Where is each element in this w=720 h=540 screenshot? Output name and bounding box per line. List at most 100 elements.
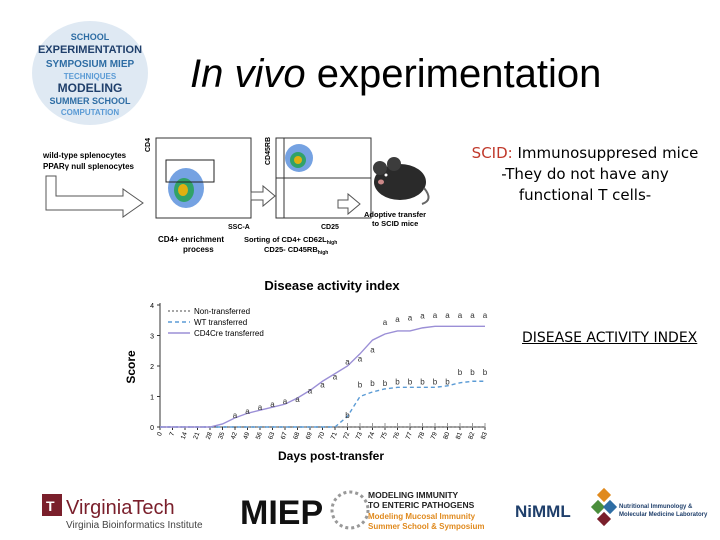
logo-word: EXPERIMENTATION [38,44,142,56]
significance-letter: a [320,380,325,389]
title-rest: experimentation [305,52,602,96]
x-tick-label: 67 [280,431,289,441]
cd4-dot-plot [155,137,252,219]
chart-title: Disease activity index [264,278,400,293]
caption2-sub1: high [327,240,338,246]
slide-title: In vivo experimentation [190,52,601,97]
y-tick-label: 2 [150,364,154,371]
significance-letter: a [445,311,450,320]
mouse-caption-1: Adoptive transfer [364,210,426,219]
significance-letter: b [458,368,463,377]
significance-letter: a [358,354,363,363]
caption1-line1: CD4+ enrichment [158,235,224,244]
dai-label: DISEASE ACTIVITY INDEX [522,330,698,346]
x-tick-label: 81 [455,431,464,441]
logo-word: COMPUTATION [61,108,120,117]
miep-line1: MODELING IMMUNITY [368,490,459,500]
arrow-icon [337,192,361,216]
x-tick-label: 80 [442,431,451,441]
significance-letter: a [245,407,250,416]
caption2-sub2: high [318,250,329,256]
significance-letter: b [383,379,388,388]
svg-text:CD25- CD45RBhigh: CD25- CD45RBhigh [264,245,328,256]
vt-name: VirginiaTech [66,497,175,519]
nimml-logo: NiMML Nutritional Immunology & Molecular… [515,487,708,527]
virginia-tech-logo: T VirginiaTech Virginia Bioinformatics I… [42,494,203,531]
y-tick-label: 1 [150,395,154,402]
x-tick-label: 71 [330,431,339,441]
miep-text: MIEP [240,494,323,532]
x-tick-label: 74 [367,431,376,441]
x-tick-label: 76 [392,431,401,441]
x-tick-label: 28 [205,431,214,441]
logo-word: TECHNIQUES [64,72,117,81]
significance-letter: a [283,397,288,406]
scid-line1: Immunosuppresed mice [512,144,699,162]
x-tick-label: 56 [255,431,264,441]
significance-letter: a [295,395,300,404]
logo-word: SCHOOL [71,32,110,42]
nimml-line2: Molecular Medicine Laboratory [619,512,708,518]
x-tick-label: 78 [417,431,426,441]
significance-letter: a [395,315,400,324]
miep-line2: TO ENTERIC PATHOGENS [368,500,475,510]
mouse-caption-2: to SCID mice [372,219,418,228]
nimml-text: NiMML [515,502,571,521]
significance-letter: a [308,386,313,395]
significance-letter: b [408,377,413,386]
x-tick-label: 14 [180,431,189,441]
chart-ylabel: Score [124,350,138,384]
svg-text:Sorting of CD4+ CD62Lhigh: Sorting of CD4+ CD62Lhigh [244,235,337,246]
x-tick-label: 42 [230,431,239,441]
plot2-xlabel: CD25 [321,224,339,231]
legend-label: Non-transferred [194,307,250,316]
significance-letter: a [258,403,263,412]
significance-letter: a [383,318,388,327]
x-tick-label: 82 [467,431,476,441]
input-label-1: wild-type splenocytes [42,151,127,160]
svg-text:T: T [46,498,55,514]
x-tick-label: 77 [405,431,414,441]
significance-letter: a [233,411,238,420]
significance-letter: a [408,313,413,322]
nimml-tiles-icon [590,487,618,527]
vt-shield-icon [42,494,62,516]
x-tick-label: 72 [342,431,351,441]
significance-letter: a [433,311,438,320]
arrow-icon [250,184,276,208]
caption1-line2: process [183,245,214,254]
significance-letter: b [433,377,438,386]
scid-line3: functional T cells- [518,186,652,204]
x-tick-label: 0 [156,431,164,437]
series-line-1 [160,380,485,428]
significance-letter: b [420,377,425,386]
x-tick-label: 35 [217,431,226,441]
logo-word: SUMMER SCHOOL [50,96,132,106]
y-tick-label: 4 [150,303,154,310]
mouse-icon [373,157,430,205]
significance-letter: a [420,312,425,321]
scid-description: SCID: Immunosuppresed mice -They do not … [470,143,700,206]
significance-letter: a [483,311,488,320]
scid-line2: -They do not have any [501,165,669,183]
legend-label: WT transferred [194,318,247,327]
miep-line3: Modeling Mucosal Immunity [368,512,476,521]
significance-letter: a [333,373,338,382]
significance-letter: a [458,311,463,320]
plot1-ylabel: CD4 [145,138,152,152]
x-tick-label: 79 [430,431,439,441]
significance-letter: b [370,379,375,388]
x-tick-label: 68 [292,431,301,441]
logo-word: SYMPOSIUM MIEP [46,59,135,70]
significance-letter: a [345,357,350,366]
significance-letter: b [345,411,350,420]
input-label-2: PPARγ null splenocytes [43,162,135,171]
y-tick-label: 0 [150,425,154,432]
y-tick-label: 3 [150,334,154,341]
x-tick-label: 7 [169,431,177,437]
x-tick-label: 21 [192,431,201,441]
disease-activity-chart: Disease activity index Score Days post-t… [124,278,489,463]
significance-letter: a [370,345,375,354]
x-tick-label: 73 [355,431,364,441]
scid-label: SCID: [471,144,513,162]
